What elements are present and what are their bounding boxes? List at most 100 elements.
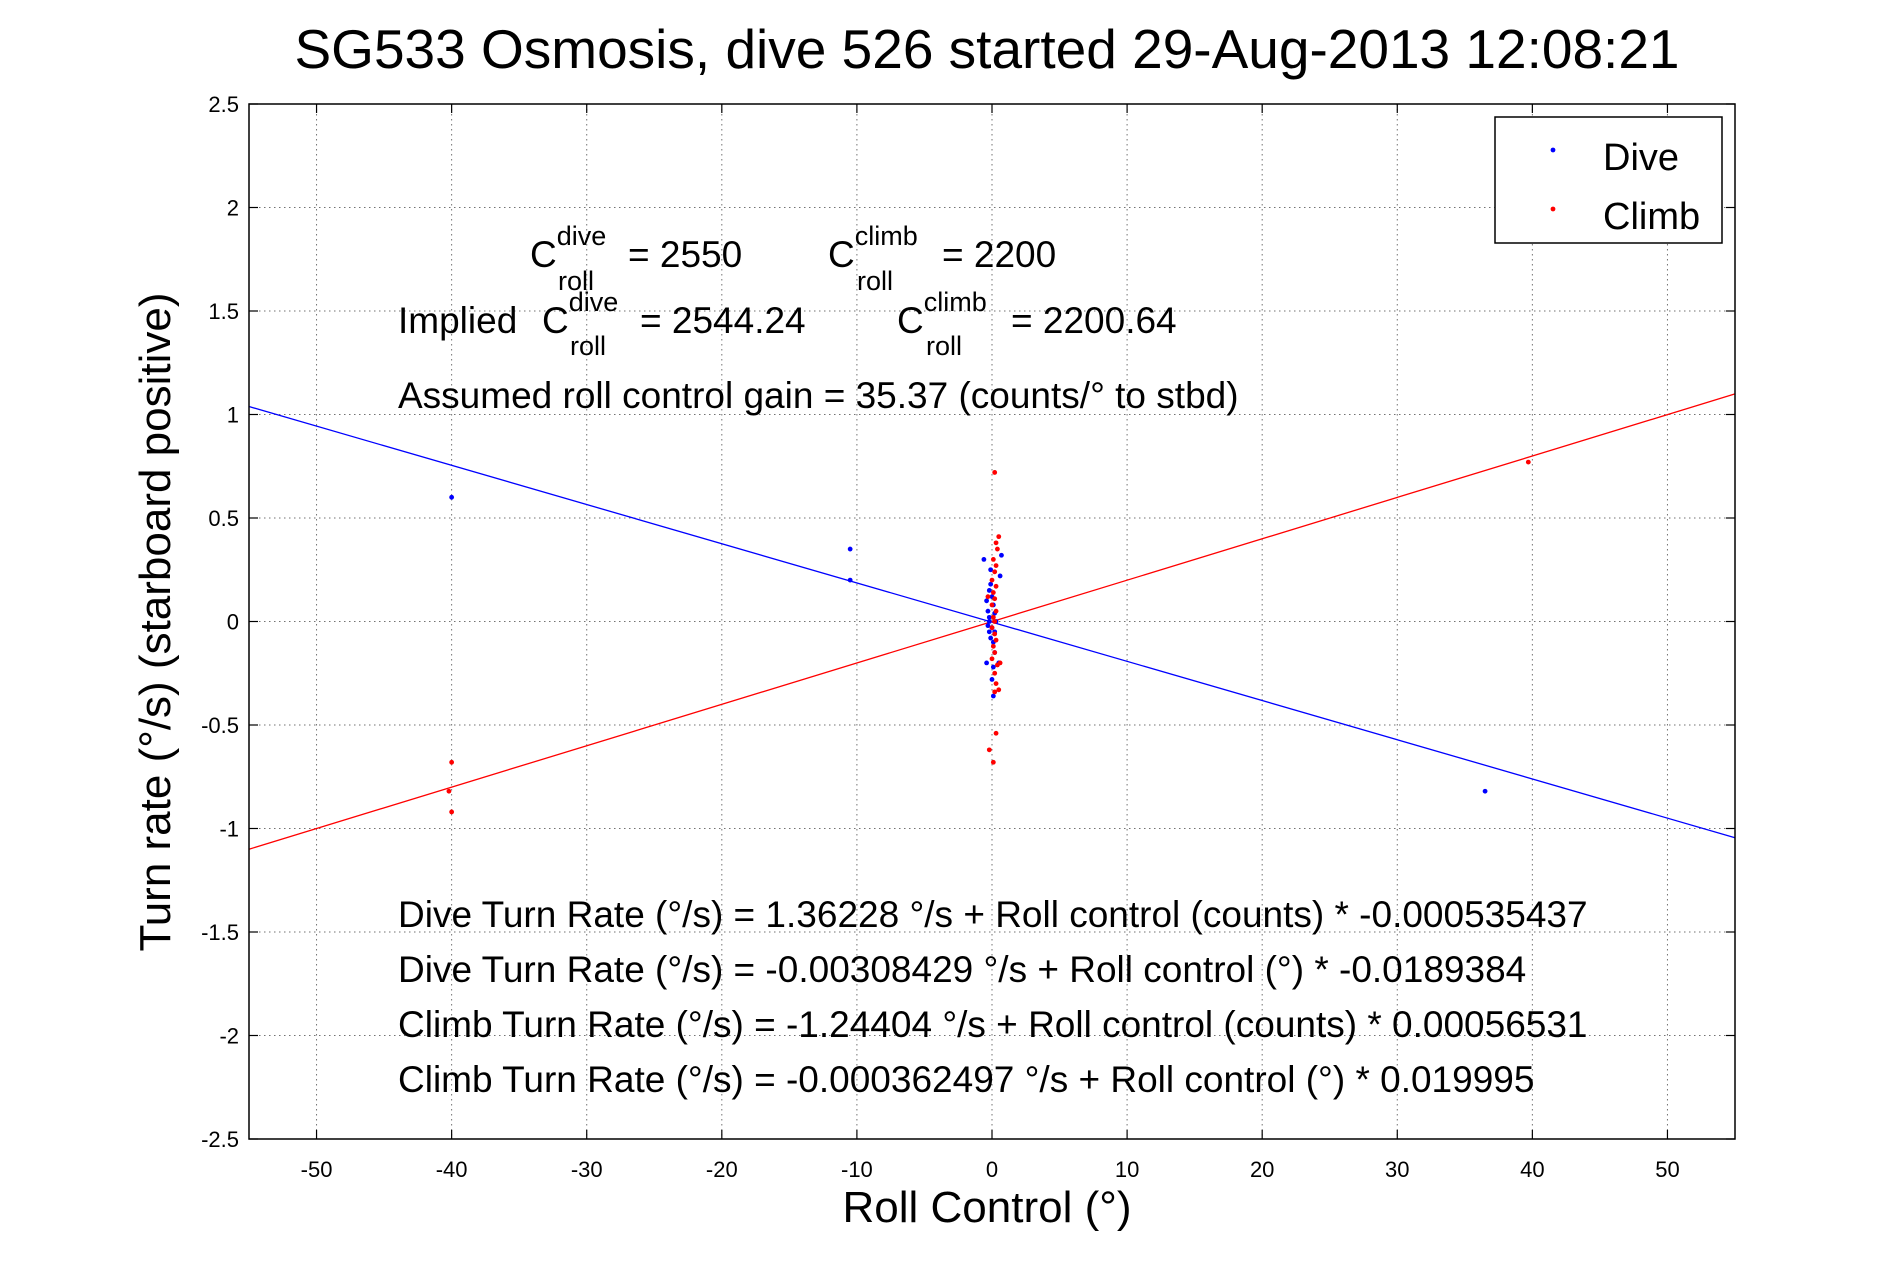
svg-text:Cclimb: Cclimb xyxy=(828,221,918,275)
x-tick-label: -40 xyxy=(436,1157,468,1182)
c-roll-dive-base: C xyxy=(530,234,557,275)
annotation-climb-counts-equation: Climb Turn Rate (°/s) = -1.24404 °/s + R… xyxy=(398,1004,1588,1045)
climb-point xyxy=(993,540,999,546)
c-roll-dive-value: = 2550 xyxy=(628,234,742,275)
climb-point xyxy=(992,631,998,637)
dive-point xyxy=(847,546,853,552)
climb-point xyxy=(990,614,996,620)
dive-point xyxy=(986,588,992,593)
climb-point xyxy=(989,602,995,608)
data-points xyxy=(446,459,1531,815)
climb-point xyxy=(990,643,996,649)
dive-point xyxy=(985,608,991,614)
climb-point xyxy=(1525,459,1531,465)
y-tick-label: -2 xyxy=(219,1024,239,1049)
legend-dive-label: Dive xyxy=(1603,137,1679,179)
x-tick-label: -30 xyxy=(571,1157,603,1182)
climb-point xyxy=(446,788,452,794)
dive-point xyxy=(989,677,995,682)
climb-point xyxy=(989,577,995,583)
climb-point xyxy=(449,809,455,815)
x-tick-label: 40 xyxy=(1520,1157,1544,1182)
implied-climb-value: = 2200.64 xyxy=(1011,300,1177,341)
climb-point xyxy=(992,650,998,655)
y-tick-label: -2.5 xyxy=(201,1127,239,1152)
legend: Dive Climb xyxy=(1494,116,1723,244)
climb-point xyxy=(990,557,996,562)
chart-title: SG533 Osmosis, dive 526 started 29-Aug-2… xyxy=(294,18,1679,80)
dive-point xyxy=(997,573,1003,579)
annotation-c-roll: Cdive roll = 2550 Cclimb roll = 2200 xyxy=(530,221,1056,296)
x-tick-label: 30 xyxy=(1385,1157,1409,1182)
x-tick-label: 10 xyxy=(1115,1157,1139,1182)
c-roll-climb-sub: roll xyxy=(857,266,893,296)
svg-text:Cdive: Cdive xyxy=(530,221,606,275)
dive-point xyxy=(999,552,1004,558)
dive-point xyxy=(984,598,989,604)
y-tick-label: 1 xyxy=(227,403,239,428)
climb-point xyxy=(993,637,999,643)
dive-point xyxy=(981,557,987,562)
x-axis-label: Roll Control (°) xyxy=(843,1183,1132,1232)
dive-point xyxy=(985,623,991,629)
climb-point xyxy=(990,759,996,765)
dive-point xyxy=(984,660,989,666)
dive-point xyxy=(449,494,455,500)
y-tick-label: 0.5 xyxy=(208,506,239,531)
climb-point xyxy=(992,569,998,575)
svg-text:Cdive: Cdive xyxy=(542,287,618,341)
x-tick-label: 50 xyxy=(1655,1157,1679,1182)
dive-point xyxy=(988,581,994,587)
c-roll-climb-base: C xyxy=(828,234,855,275)
c-roll-dive-sub: roll xyxy=(558,266,594,296)
climb-point xyxy=(997,660,1003,666)
x-tick-label: -10 xyxy=(841,1157,873,1182)
climb-point xyxy=(985,594,991,600)
climb-point xyxy=(449,759,455,765)
climb-point xyxy=(992,619,998,624)
dive-point xyxy=(986,629,992,635)
climb-point xyxy=(996,687,1002,693)
climb-point xyxy=(995,546,1000,552)
climb-point xyxy=(989,625,995,631)
implied-climb-sub: roll xyxy=(926,331,962,361)
climb-point xyxy=(993,563,999,569)
legend-climb-label: Climb xyxy=(1603,196,1700,238)
implied-climb-sup: climb xyxy=(924,287,987,317)
climb-point xyxy=(989,656,995,662)
dive-point xyxy=(986,619,992,624)
annotation-dive-counts-equation: Dive Turn Rate (°/s) = 1.36228 °/s + Rol… xyxy=(398,894,1588,935)
implied-climb-base: C xyxy=(897,300,924,341)
dive-point xyxy=(988,567,994,573)
dive-point xyxy=(847,577,853,583)
legend-dive-marker xyxy=(1550,147,1556,153)
climb-point xyxy=(992,689,998,695)
c-roll-dive-sup: dive xyxy=(557,221,607,251)
climb-point xyxy=(993,681,999,686)
implied-dive-base: C xyxy=(542,300,569,341)
implied-dive-value: = 2544.24 xyxy=(640,300,806,341)
dive-point xyxy=(1482,788,1488,794)
y-tick-label: 1.5 xyxy=(208,299,239,324)
dive-point xyxy=(986,614,992,620)
climb-point xyxy=(996,534,1002,540)
x-tick-label: -50 xyxy=(301,1157,333,1182)
climb-fit-line xyxy=(248,393,1736,850)
climb-point xyxy=(993,608,999,614)
x-tick-label: -20 xyxy=(706,1157,738,1182)
c-roll-climb-sup: climb xyxy=(855,221,918,251)
legend-box xyxy=(1494,116,1723,244)
y-axis-label: Turn rate (°/s) (starboard positive) xyxy=(131,292,180,951)
dive-point xyxy=(990,664,996,670)
climb-point xyxy=(992,670,998,676)
annotation-dive-degrees-equation: Dive Turn Rate (°/s) = -0.00308429 °/s +… xyxy=(398,949,1526,990)
annotation-climb-degrees-equation: Climb Turn Rate (°/s) = -0.000362497 °/s… xyxy=(398,1059,1534,1100)
y-tick-label: -0.5 xyxy=(201,713,239,738)
x-tick-label: 0 xyxy=(986,1157,998,1182)
annotation-implied-c-roll: Implied Cdive roll = 2544.24 Cclimb roll… xyxy=(398,287,1177,361)
fit-lines xyxy=(248,393,1736,850)
y-tick-label: 2.5 xyxy=(208,92,239,117)
climb-point xyxy=(993,583,999,589)
ticks: -50 -40 -30 -20 -10 0 10 20 30 40 50 2.5 2 1.5 1 0.5 0 -0… xyxy=(201,92,1735,1182)
svg-text:Cclimb: Cclimb xyxy=(897,287,987,341)
